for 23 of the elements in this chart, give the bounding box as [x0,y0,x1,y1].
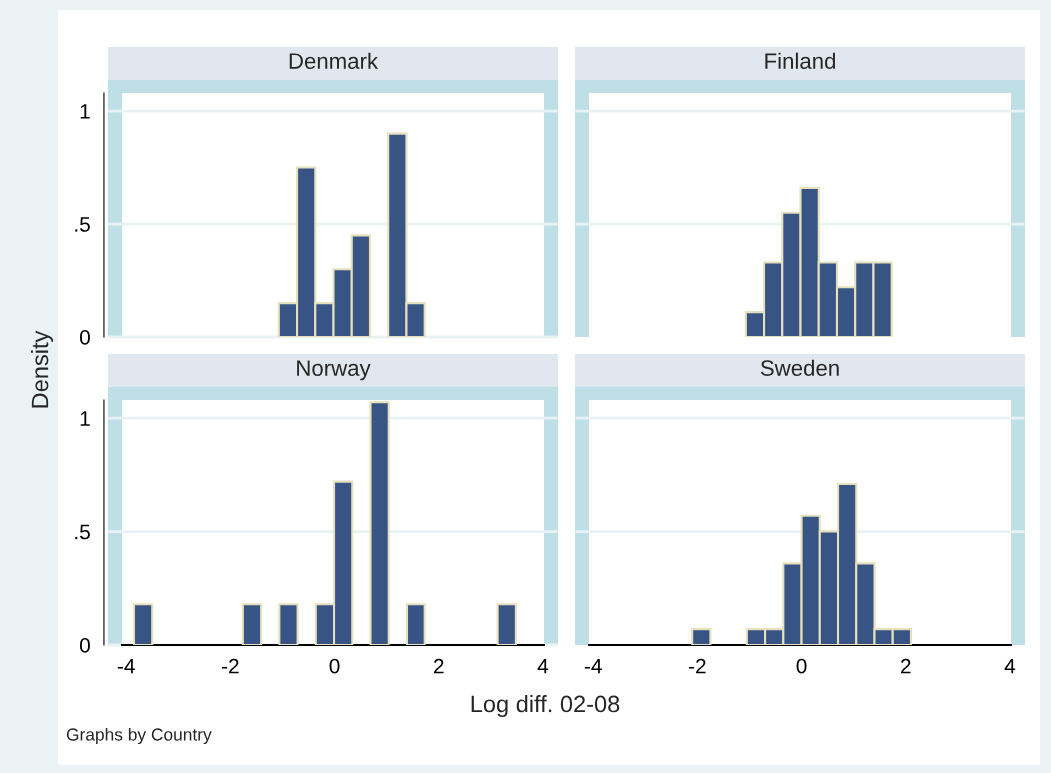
chart-title: Sweden [760,359,839,376]
y-tick-label: .5 [75,524,90,540]
x-tick-label: 2 [434,658,444,674]
chart-title: Norway [297,360,371,381]
y-tick-label: 0 [79,638,90,653]
chart-title: Denmark [289,52,379,69]
x-tick-label: 2 [901,658,911,674]
x-tick-label: -2 [689,658,706,674]
x-tick-label: 0 [329,658,340,674]
y-tick-label: 1 [80,104,90,119]
x-tick-label: -4 [584,658,602,674]
x-tick-label: 4 [537,658,549,674]
y-tick-label: .5 [75,217,90,232]
x-tick-label: 0 [796,658,807,674]
y-tick-label: 1 [80,411,90,426]
y-tick-label: 0 [79,330,90,345]
x-tick-label: -2 [222,658,239,674]
chart-title: Finland [765,52,836,69]
x-tick-label: -4 [117,658,135,674]
y-axis-title: Density [31,330,54,408]
x-axis-title: Log diff. 02-08 [471,694,620,718]
x-tick-label: 4 [1004,658,1016,674]
text: Graphs by Country [66,727,212,745]
